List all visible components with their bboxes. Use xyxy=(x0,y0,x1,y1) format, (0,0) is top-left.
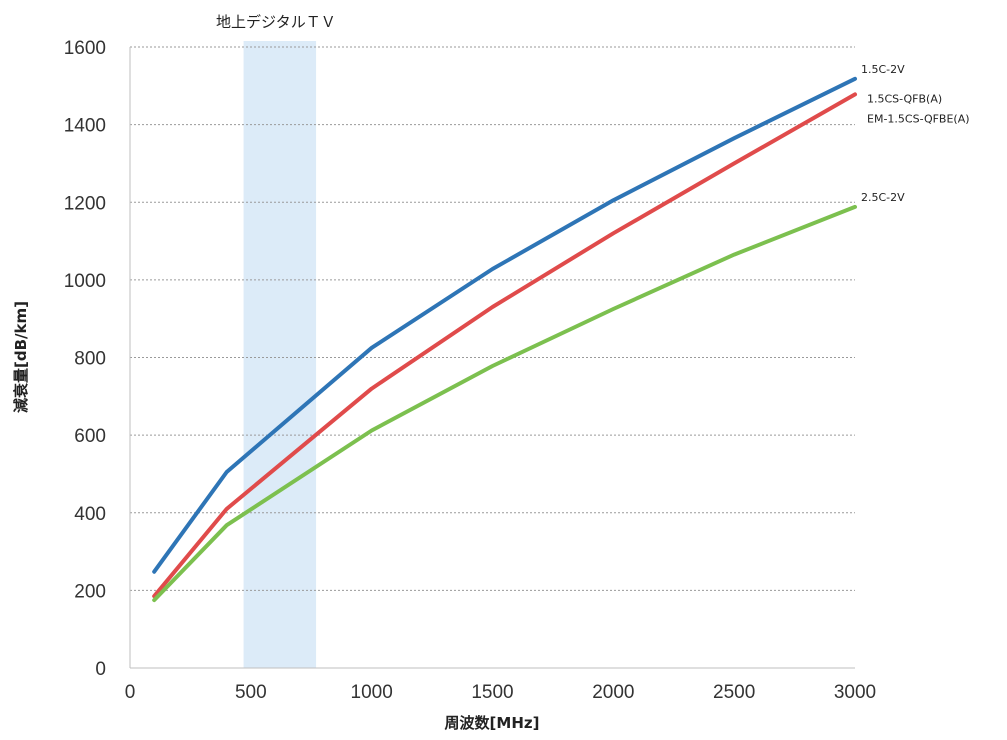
x-tick-label: 0 xyxy=(125,682,136,703)
series-line xyxy=(152,92,857,599)
series-labels-layer: 1.5C-2V 1.5CS-QFB(A) EM-1.5CS-QFBE(A) 2.5C-… xyxy=(861,63,970,204)
series-label: 1.5CS-QFB(A) xyxy=(867,92,942,105)
series-layer xyxy=(152,76,857,603)
series-line xyxy=(152,204,857,603)
x-tick-label: 1000 xyxy=(351,682,393,703)
y-tick-label: 1600 xyxy=(64,38,106,59)
grid-layer xyxy=(130,46,855,591)
x-tick-label: 2000 xyxy=(592,682,634,703)
y-axis-title: 減衰量[dB/km] xyxy=(12,301,30,413)
x-tick-label: 3000 xyxy=(834,682,876,703)
y-tick-label: 1400 xyxy=(64,116,106,137)
x-tick-label: 500 xyxy=(235,682,267,703)
y-tick-label: 200 xyxy=(74,581,106,602)
x-tick-label: 2500 xyxy=(713,682,755,703)
band-layer xyxy=(243,41,317,668)
y-tick-label: 1000 xyxy=(64,271,106,292)
series-label: EM-1.5CS-QFBE(A) xyxy=(867,112,970,125)
digital-tv-band xyxy=(243,41,317,668)
series-label: 2.5C-2V xyxy=(861,191,905,204)
axis-layer xyxy=(129,47,855,669)
y-tick-label: 800 xyxy=(74,349,106,370)
band-label: 地上デジタルＴＶ xyxy=(216,13,336,31)
y-tick-label: 400 xyxy=(74,504,106,525)
series-label: 1.5C-2V xyxy=(861,63,905,76)
x-tick-label: 1500 xyxy=(471,682,513,703)
series-line xyxy=(152,76,857,574)
y-tick-label: 1200 xyxy=(64,193,106,214)
y-tick-label: 0 xyxy=(95,659,106,680)
ticks-layer: 0 200 400 600 800 1000 1200 1400 1600 0 500 1000 150… xyxy=(64,38,876,703)
y-tick-label: 600 xyxy=(74,426,106,447)
x-axis-title: 周波数[MHz] xyxy=(445,714,540,732)
